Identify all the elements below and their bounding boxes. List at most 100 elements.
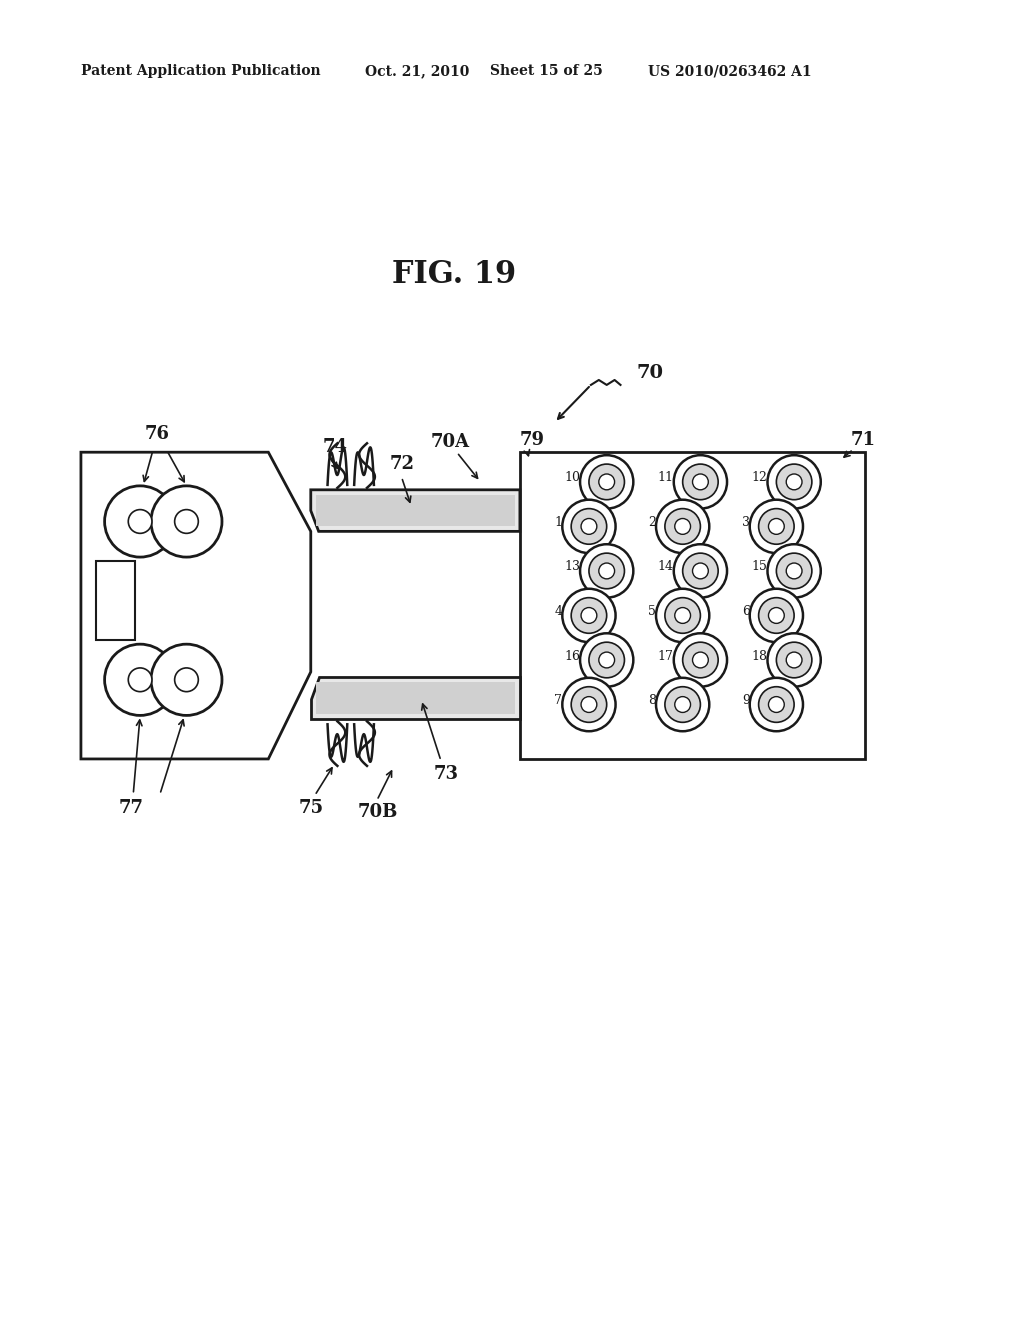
Text: 71: 71: [850, 432, 876, 449]
Polygon shape: [81, 453, 310, 759]
Circle shape: [581, 607, 597, 623]
Text: US 2010/0263462 A1: US 2010/0263462 A1: [648, 65, 812, 78]
Polygon shape: [310, 677, 520, 719]
Circle shape: [768, 697, 784, 713]
Circle shape: [683, 465, 718, 500]
Bar: [95, 561, 135, 640]
Circle shape: [175, 510, 199, 533]
Text: 76: 76: [145, 425, 170, 444]
Bar: [315, 495, 515, 527]
Text: 74: 74: [323, 438, 347, 457]
Circle shape: [581, 697, 597, 713]
Text: 9: 9: [741, 694, 750, 708]
Circle shape: [665, 508, 700, 544]
Text: FIG. 19: FIG. 19: [391, 259, 516, 289]
Circle shape: [580, 634, 633, 686]
Circle shape: [599, 564, 614, 579]
Circle shape: [581, 519, 597, 535]
Circle shape: [656, 500, 710, 553]
Circle shape: [674, 544, 727, 598]
Circle shape: [656, 589, 710, 643]
Text: Oct. 21, 2010: Oct. 21, 2010: [365, 65, 469, 78]
Text: 12: 12: [752, 471, 767, 484]
Text: 70: 70: [636, 364, 664, 381]
Text: 72: 72: [390, 455, 415, 473]
Circle shape: [128, 510, 152, 533]
Circle shape: [767, 455, 821, 508]
Text: 6: 6: [741, 605, 750, 618]
Text: 70A: 70A: [431, 433, 470, 451]
Circle shape: [776, 643, 812, 677]
Circle shape: [675, 519, 690, 535]
Circle shape: [562, 500, 615, 553]
Text: 17: 17: [657, 649, 674, 663]
Text: 3: 3: [741, 516, 750, 529]
Text: 1: 1: [554, 516, 562, 529]
Circle shape: [599, 652, 614, 668]
Text: 10: 10: [564, 471, 580, 484]
Text: 14: 14: [657, 561, 674, 573]
Circle shape: [750, 500, 803, 553]
Circle shape: [692, 652, 709, 668]
Circle shape: [674, 455, 727, 508]
Circle shape: [104, 486, 176, 557]
Text: 2: 2: [648, 516, 656, 529]
Circle shape: [683, 643, 718, 677]
Circle shape: [675, 607, 690, 623]
Circle shape: [589, 643, 625, 677]
Circle shape: [750, 589, 803, 643]
Circle shape: [767, 544, 821, 598]
Circle shape: [768, 519, 784, 535]
Text: 16: 16: [564, 649, 580, 663]
Polygon shape: [310, 490, 520, 532]
Circle shape: [759, 686, 795, 722]
Circle shape: [776, 465, 812, 500]
Circle shape: [580, 544, 633, 598]
Circle shape: [759, 508, 795, 544]
Text: 75: 75: [299, 800, 324, 817]
Text: 79: 79: [520, 432, 545, 449]
Text: 8: 8: [648, 694, 656, 708]
Circle shape: [759, 598, 795, 634]
Text: 11: 11: [657, 471, 674, 484]
Circle shape: [175, 668, 199, 692]
Circle shape: [571, 508, 606, 544]
Circle shape: [776, 553, 812, 589]
Circle shape: [151, 644, 222, 715]
Circle shape: [674, 634, 727, 686]
Circle shape: [656, 677, 710, 731]
Circle shape: [589, 465, 625, 500]
Circle shape: [750, 677, 803, 731]
Text: 70B: 70B: [357, 804, 397, 821]
Circle shape: [683, 553, 718, 589]
Circle shape: [786, 474, 802, 490]
Text: 73: 73: [434, 764, 459, 783]
Bar: [520, 453, 865, 759]
Text: Patent Application Publication: Patent Application Publication: [81, 65, 321, 78]
Text: 4: 4: [554, 605, 562, 618]
Circle shape: [562, 589, 615, 643]
Bar: [315, 681, 515, 714]
Circle shape: [786, 652, 802, 668]
Circle shape: [580, 455, 633, 508]
Circle shape: [786, 564, 802, 579]
Circle shape: [665, 598, 700, 634]
Circle shape: [665, 686, 700, 722]
Circle shape: [675, 697, 690, 713]
Circle shape: [589, 553, 625, 589]
Circle shape: [571, 598, 606, 634]
Circle shape: [767, 634, 821, 686]
Circle shape: [599, 474, 614, 490]
Circle shape: [151, 486, 222, 557]
Circle shape: [692, 564, 709, 579]
Text: Sheet 15 of 25: Sheet 15 of 25: [490, 65, 603, 78]
Circle shape: [571, 686, 606, 722]
Text: 77: 77: [119, 800, 143, 817]
Text: 13: 13: [564, 561, 580, 573]
Circle shape: [768, 607, 784, 623]
Text: 5: 5: [648, 605, 656, 618]
Text: 18: 18: [752, 649, 767, 663]
Circle shape: [104, 644, 176, 715]
Circle shape: [562, 677, 615, 731]
Text: 15: 15: [752, 561, 767, 573]
